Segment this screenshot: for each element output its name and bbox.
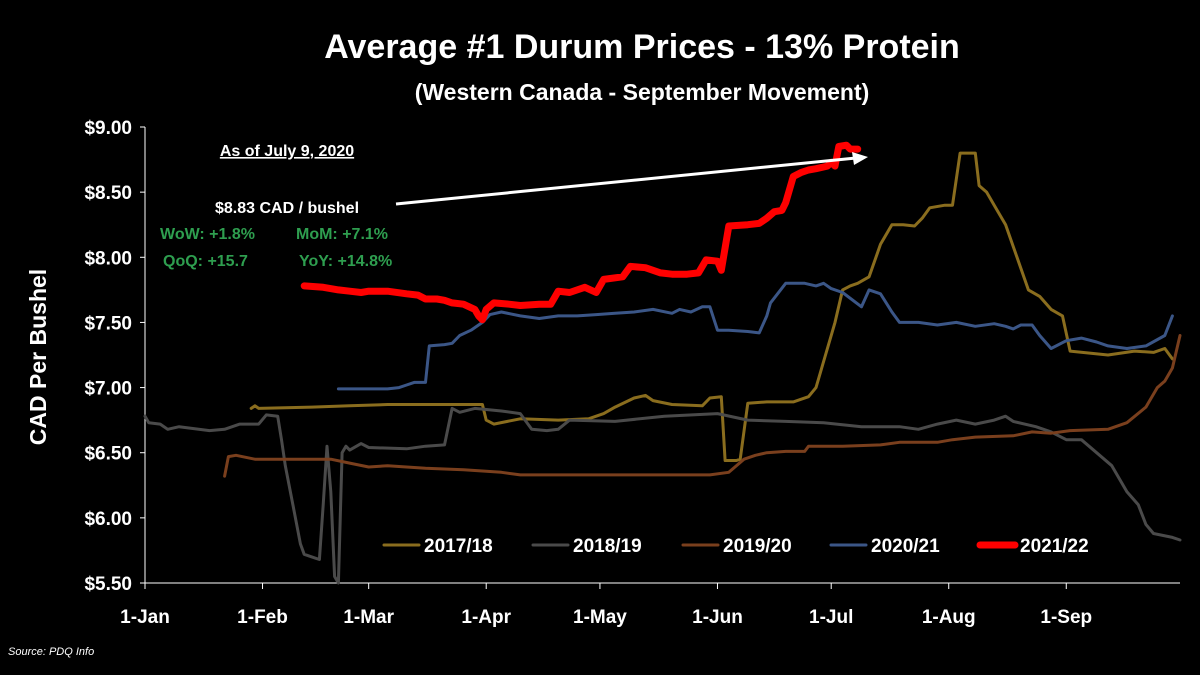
x-tick-label: 1-May bbox=[573, 607, 627, 628]
axes bbox=[144, 127, 1180, 584]
legend-label: 2019/20 bbox=[723, 536, 792, 557]
series-line-2018-19 bbox=[143, 406, 1182, 585]
y-axis-label: CAD Per Bushel bbox=[25, 269, 51, 445]
y-tick-label: $6.00 bbox=[84, 509, 132, 530]
y-tick-label: $8.00 bbox=[84, 248, 132, 269]
pointer-arrow bbox=[395, 156, 857, 206]
legend-label: 2018/19 bbox=[573, 536, 642, 557]
y-tick-label: $7.00 bbox=[84, 379, 132, 400]
x-tick-label: 1-Mar bbox=[343, 607, 394, 628]
legend-label: 2017/18 bbox=[424, 536, 493, 557]
series-line-2020-21 bbox=[336, 281, 1174, 391]
yoy-change: YoY: +14.8% bbox=[299, 253, 392, 270]
x-tick-label: 1-Aug bbox=[922, 607, 976, 628]
current-price-label: $8.83 CAD / bushel bbox=[215, 200, 359, 217]
x-tick-label: 1-Apr bbox=[461, 607, 511, 628]
y-tick-labels: $5.50 $6.00 $6.50 $7.00 $7.50 $8.00 $8.50 $9.00 bbox=[84, 118, 145, 595]
series-lines bbox=[143, 141, 1182, 585]
x-tick-label: 1-Jul bbox=[809, 607, 853, 628]
series-line-2021-22 bbox=[300, 141, 862, 324]
chart-subtitle: (Western Canada - September Movement) bbox=[415, 79, 870, 105]
legend: 2017/18 2018/19 2019/20 2020/21 2021/22 bbox=[382, 536, 1089, 557]
series-line-2019-20 bbox=[223, 334, 1182, 478]
y-tick-label: $5.50 bbox=[84, 574, 132, 595]
price-annotation: As of July 9, 2020 $8.83 CAD / bushel Wo… bbox=[160, 143, 868, 270]
x-tick-label: 1-Jan bbox=[120, 607, 170, 628]
x-tick-label: 1-Feb bbox=[237, 607, 288, 628]
mom-change: MoM: +7.1% bbox=[296, 226, 388, 243]
series-line-2017-18 bbox=[249, 151, 1174, 462]
chart-title: Average #1 Durum Prices - 13% Protein bbox=[324, 28, 960, 66]
as-of-date: As of July 9, 2020 bbox=[220, 143, 354, 160]
pointer-arrowhead bbox=[852, 152, 868, 165]
y-tick-label: $7.50 bbox=[84, 313, 132, 334]
qoq-change: QoQ: +15.7 bbox=[163, 253, 248, 270]
y-tick-label: $8.50 bbox=[84, 183, 132, 204]
y-tick-label: $6.50 bbox=[84, 444, 132, 465]
x-tick-labels: 1-Jan 1-Feb 1-Mar 1-Apr 1-May 1-Jun 1-Jul 1-Aug… bbox=[120, 583, 1092, 628]
source-note: Source: PDQ Info bbox=[8, 646, 94, 658]
legend-label: 2021/22 bbox=[1020, 536, 1089, 557]
x-tick-label: 1-Jun bbox=[692, 607, 743, 628]
wow-change: WoW: +1.8% bbox=[160, 226, 255, 243]
x-tick-label: 1-Sep bbox=[1040, 607, 1092, 628]
y-tick-label: $9.00 bbox=[84, 118, 132, 139]
legend-label: 2020/21 bbox=[871, 536, 940, 557]
